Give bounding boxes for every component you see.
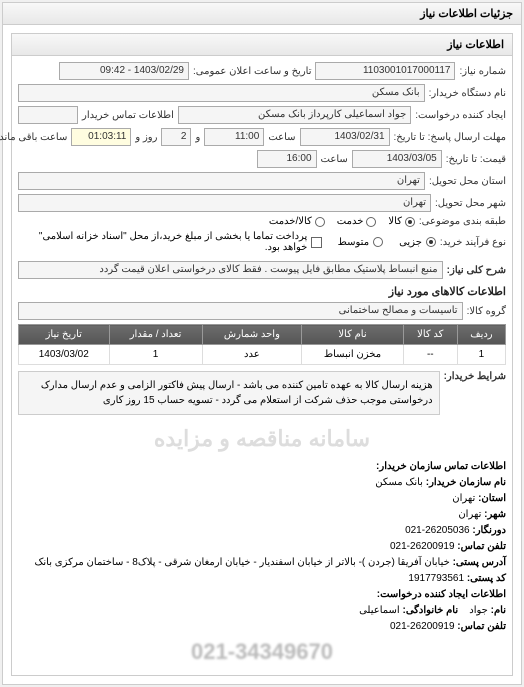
announce-label: تاریخ و ساعت اعلان عمومی:: [193, 66, 312, 77]
device-field: بانک مسکن: [18, 84, 425, 102]
req-header: اطلاعات ایجاد کننده درخواست:: [377, 589, 506, 600]
cond-label: شرایط خریدار:: [444, 371, 506, 382]
radio-low[interactable]: [426, 237, 436, 247]
device-label: نام دستگاه خریدار:: [429, 88, 506, 99]
lname-value: اسماعیلی: [359, 605, 400, 616]
creator-contact-label: اطلاعات تماس خریدار: [82, 110, 174, 121]
creator-contact-field: [18, 106, 78, 124]
radio-service-label: خدمت: [337, 216, 364, 227]
radio-both[interactable]: [315, 217, 325, 227]
col-row: ردیف: [457, 325, 505, 345]
cond-field: هزینه ارسال کالا به عهده تامین کننده می …: [18, 371, 440, 415]
category-label: طبقه بندی موضوعی:: [419, 216, 506, 227]
info-panel: اطلاعات نیاز شماره نیاز: 110300101700011…: [11, 33, 513, 676]
c-city-value: تهران: [458, 509, 481, 520]
creator-field: جواد اسماعیلی کارپرداز بانک مسکن: [178, 106, 411, 124]
cell-row: 1: [457, 345, 505, 365]
process-label: نوع فرآیند خرید:: [440, 237, 506, 248]
city-label: شهر محل تحویل:: [435, 198, 506, 209]
radio-service[interactable]: [366, 217, 376, 227]
remain-label: روز و: [135, 132, 157, 143]
category-radio-group: کالا خدمت کالا/خدمت: [269, 216, 415, 227]
desc-label: شرح کلی نیاز:: [447, 265, 506, 276]
process-checkbox[interactable]: [311, 237, 321, 248]
name-label: نام:: [491, 605, 506, 616]
radio-mid[interactable]: [373, 237, 383, 247]
announce-field: 1403/02/29 - 09:42: [59, 62, 189, 80]
col-unit: واحد شمارش: [202, 325, 302, 345]
remain-suffix: ساعت باقی مانده: [0, 132, 67, 143]
request-no-field: 1103001017000117: [315, 62, 455, 80]
lname-label: نام خانوادگی:: [403, 605, 459, 616]
province-field: تهران: [18, 172, 425, 190]
name-value: جواد: [469, 605, 488, 616]
radio-goods[interactable]: [405, 217, 415, 227]
cell-code: --: [403, 345, 457, 365]
contact-section: اطلاعات تماس سازمان خریدار: نام سازمان خ…: [18, 459, 506, 635]
cell-qty: 1: [109, 345, 202, 365]
col-date: تاریخ نیاز: [19, 325, 110, 345]
org-label: نام سازمان خریدار:: [426, 477, 506, 488]
radio-both-label: کالا/خدمت: [269, 216, 312, 227]
postal-label: کد پستی:: [467, 573, 506, 584]
price-date-field: 1403/03/05: [352, 150, 442, 168]
panel-title: جزئیات اطلاعات نیاز: [3, 3, 521, 25]
deadline-label: مهلت ارسال پاسخ: تا تاریخ:: [394, 132, 506, 143]
cell-name: مخزن انبساط: [302, 345, 404, 365]
request-no-label: شماره نیاز:: [459, 66, 506, 77]
address-label: آدرس پستی:: [453, 557, 506, 568]
cell-unit: عدد: [202, 345, 302, 365]
blurred-number: 021-34349670: [18, 635, 506, 669]
phone-value: 26200919-021: [390, 541, 455, 552]
req-phone-label: تلفن تماس:: [457, 621, 506, 632]
contact-header: اطلاعات تماس سازمان خریدار:: [376, 461, 506, 472]
remain-time-field: 01:03:11: [71, 128, 131, 146]
c-province-label: استان:: [478, 493, 506, 504]
org-value: بانک مسکن: [375, 477, 423, 488]
watermark-area: سامانه مناقصه و مزایده: [18, 419, 506, 459]
address-value: خیابان آفریقا (جردن )- بالاتر از خیابان …: [34, 557, 449, 568]
cell-date: 1403/03/02: [19, 345, 110, 365]
phone-label: تلفن تماس:: [457, 541, 506, 552]
goods-table: ردیف کد کالا نام کالا واحد شمارش تعداد /…: [18, 324, 506, 365]
deadline-date-field: 1403/02/31: [300, 128, 390, 146]
c-city-label: شهر:: [484, 509, 506, 520]
province-label: استان محل تحویل:: [429, 176, 506, 187]
col-name: نام کالا: [302, 325, 404, 345]
fax-value: 26205036-021: [405, 525, 470, 536]
col-code: کد کالا: [403, 325, 457, 345]
col-qty: تعداد / مقدار: [109, 325, 202, 345]
desc-field: منبع انبساط پلاستیک مطابق فایل پیوست . ف…: [18, 261, 443, 279]
creator-label: ایجاد کننده درخواست:: [415, 110, 506, 121]
process-note: پرداخت تماما یا بخشی از مبلغ خرید،از محل…: [18, 231, 307, 253]
group-label: گروه کالا:: [467, 306, 506, 317]
watermark-text: سامانه مناقصه و مزایده: [154, 426, 370, 452]
and-label: و: [195, 132, 200, 143]
goods-header: اطلاعات کالاهای مورد نیاز: [18, 285, 506, 298]
deadline-day-field: 2: [161, 128, 191, 146]
group-field: تاسیسات و مصالح ساختمانی: [18, 302, 463, 320]
table-row: 1 -- مخزن انبساط عدد 1 1403/03/02: [19, 345, 506, 365]
time-label-2: ساعت: [321, 154, 348, 165]
city-field: تهران: [18, 194, 431, 212]
req-phone-value: 26200919-021: [390, 621, 455, 632]
radio-mid-label: متوسط: [338, 237, 369, 248]
main-panel: جزئیات اطلاعات نیاز اطلاعات نیاز شماره ن…: [2, 2, 522, 685]
radio-low-label: جزیی: [399, 237, 422, 248]
time-label-1: ساعت: [268, 132, 295, 143]
deadline-time-field: 11:00: [204, 128, 264, 146]
info-header: اطلاعات نیاز: [12, 34, 512, 56]
c-province-value: تهران: [452, 493, 475, 504]
price-time-field: 16:00: [257, 150, 317, 168]
fax-label: دورنگار:: [472, 525, 506, 536]
radio-goods-label: کالا: [388, 216, 402, 227]
postal-value: 1917793561: [408, 573, 464, 584]
price-label: قیمت: تا تاریخ:: [446, 154, 506, 165]
